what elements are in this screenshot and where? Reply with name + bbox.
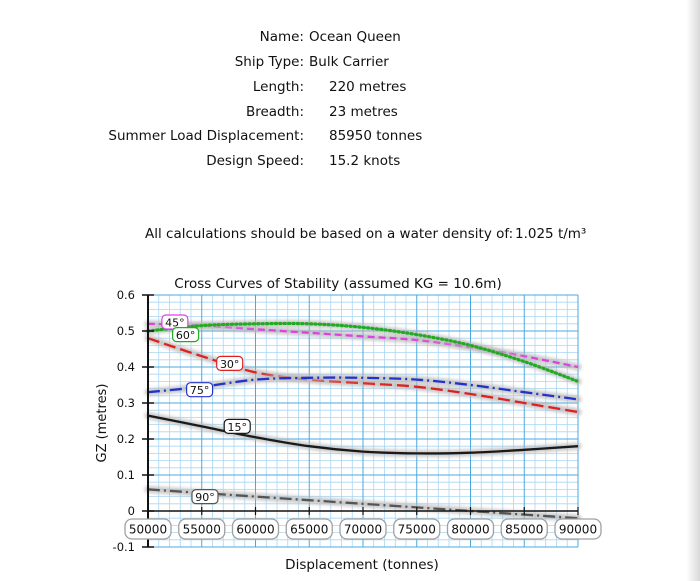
y-tick-label: 0.1 [117, 468, 135, 482]
x-tick-box [500, 518, 548, 540]
ship-info-value: 220 metres [329, 79, 407, 95]
series-label: 60° [176, 329, 196, 342]
ship-info-label: Design Speed: [206, 153, 304, 169]
x-tick-box [124, 518, 172, 540]
y-tick-label: 0.6 [117, 288, 135, 302]
series-labels: 15° 30° 45°60° 75° 90° [161, 314, 251, 505]
x-tick-box [554, 518, 602, 540]
density-label: All calculations should be based on a wa… [145, 226, 514, 242]
x-tick-box [446, 518, 495, 540]
series-4-line [147, 376, 579, 401]
x-tick-box [339, 518, 387, 540]
ship-info-label: Name: [259, 29, 304, 45]
density-value: 1.025 t/m³ [515, 226, 587, 242]
y-tick-labels: -0.1 0 0.1 0.2 0.3 0.4 0.5 0.6 [113, 288, 135, 554]
x-tick-label: 90000 [559, 523, 597, 537]
series-label: 45° [165, 317, 185, 330]
series-label-box [216, 355, 244, 371]
series-0-line [147, 414, 579, 455]
ship-info-label: Ship Type: [234, 54, 304, 70]
x-tick-label: 55000 [183, 523, 221, 537]
ship-info-value: 15.2 knots [329, 153, 401, 169]
x-tick-box [393, 518, 441, 540]
x-tick-label: 80000 [451, 523, 489, 537]
y-tick-label: 0.3 [117, 396, 135, 410]
y-tick-label: 0.4 [117, 360, 135, 374]
x-tick-label: 60000 [236, 523, 274, 537]
chart-title: Cross Curves of Stability (assumed KG = … [174, 276, 501, 292]
x-tick-box [285, 518, 333, 540]
series-3-line [146, 321, 580, 383]
ship-info-value: 23 metres [329, 104, 398, 120]
axes [142, 294, 579, 548]
ship-info-label: Summer Load Displacement: [108, 128, 304, 144]
x-tick-label: 70000 [344, 523, 382, 537]
series-label: 30° [220, 358, 240, 371]
x-axis-label: Displacement (tonnes) [285, 557, 439, 573]
ship-info-label: Breadth: [245, 104, 304, 120]
x-tick-label: 50000 [129, 523, 167, 537]
series-label: 90° [195, 491, 215, 504]
series-label-box [186, 382, 214, 398]
series-label-box [172, 327, 200, 343]
y-tick-label: -0.1 [113, 540, 135, 554]
series-layer [144, 319, 582, 522]
ship-info: Name: Ocean Queen Ship Type: Bulk Carrier Le… [0, 0, 700, 200]
x-tick-label: 75000 [398, 523, 436, 537]
x-tick-label: 85000 [505, 523, 543, 537]
x-tick-box [178, 518, 226, 540]
y-tick-label: 0.2 [117, 432, 135, 446]
series-label: 75° [190, 384, 210, 397]
ship-info-value: Bulk Carrier [309, 54, 389, 70]
x-tick-box [231, 518, 280, 540]
y-axis-label: GZ (metres) [95, 384, 110, 463]
y-tick-label: 0 [128, 504, 135, 518]
ship-info-value: Ocean Queen [309, 29, 401, 45]
series-label-box [191, 489, 219, 505]
ship-info-value: 85950 tonnes [329, 128, 423, 144]
x-tick-labels: 50000 55000 60000 65000 70000 75000 80000 85000… [124, 518, 602, 540]
y-tick-label: 0.5 [117, 324, 135, 338]
series-label-box [223, 418, 251, 434]
page-edge-shadow [686, 0, 700, 581]
x-tick-label: 65000 [290, 523, 328, 537]
ship-info-label: Length: [252, 79, 304, 95]
series-label: 15° [227, 421, 247, 434]
